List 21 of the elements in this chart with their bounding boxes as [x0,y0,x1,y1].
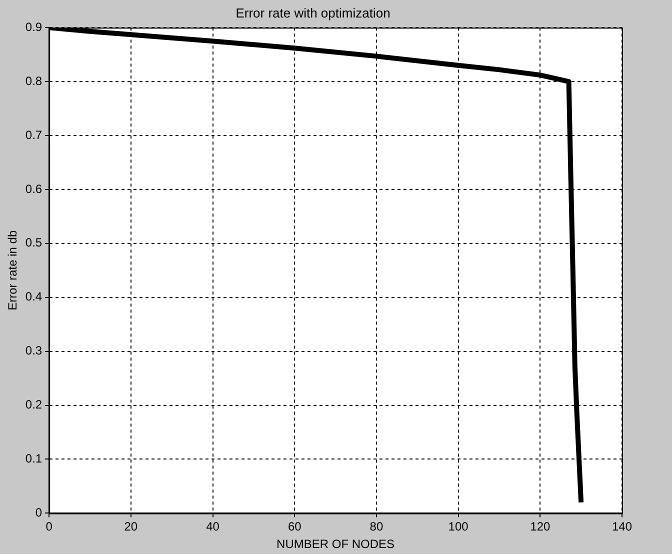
y-tick-label: 0.5 [25,236,42,250]
x-axis-title: NUMBER OF NODES [276,537,395,552]
x-tick-label: 80 [370,520,384,534]
x-tick-label: 140 [612,520,632,534]
x-tick-label: 60 [288,520,302,534]
chart-title: Error rate with optimization [236,5,390,20]
x-tick-label: 40 [206,520,220,534]
y-tick-label: 0.9 [25,20,42,34]
y-tick-label: 0 [35,506,42,520]
y-tick-label: 0.7 [25,128,42,142]
x-tick-label: 0 [46,520,53,534]
x-tick-label: 120 [530,520,550,534]
y-tick-label: 0.6 [25,182,42,196]
y-tick-label: 0.2 [25,398,42,412]
y-tick-label: 0.1 [25,452,42,466]
y-tick-label: 0.3 [25,344,42,358]
y-axis-title: Error rate in db [6,230,20,310]
x-tick-label: 20 [124,520,138,534]
x-tick-label: 100 [448,520,469,534]
y-tick-label: 0.4 [25,290,42,304]
y-tick-label: 0.8 [25,74,42,88]
